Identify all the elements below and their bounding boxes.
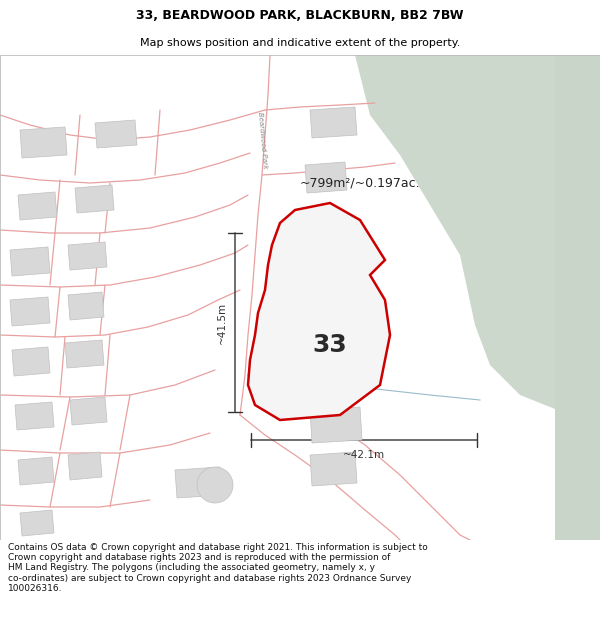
Polygon shape bbox=[65, 340, 104, 368]
Text: ~799m²/~0.197ac.: ~799m²/~0.197ac. bbox=[300, 176, 421, 189]
Polygon shape bbox=[310, 295, 370, 355]
Polygon shape bbox=[68, 292, 104, 320]
Polygon shape bbox=[70, 397, 107, 425]
Polygon shape bbox=[310, 452, 357, 486]
Polygon shape bbox=[10, 297, 50, 326]
Text: 33, BEARDWOOD PARK, BLACKBURN, BB2 7BW: 33, BEARDWOOD PARK, BLACKBURN, BB2 7BW bbox=[136, 9, 464, 22]
Polygon shape bbox=[15, 402, 54, 430]
Polygon shape bbox=[75, 185, 114, 213]
Polygon shape bbox=[18, 192, 57, 220]
Polygon shape bbox=[95, 120, 137, 148]
Polygon shape bbox=[555, 55, 600, 540]
Polygon shape bbox=[18, 457, 54, 485]
Polygon shape bbox=[12, 347, 50, 376]
Polygon shape bbox=[248, 203, 390, 420]
Polygon shape bbox=[20, 127, 67, 158]
Polygon shape bbox=[10, 247, 50, 276]
Text: Map shows position and indicative extent of the property.: Map shows position and indicative extent… bbox=[140, 38, 460, 48]
Polygon shape bbox=[175, 467, 222, 498]
Polygon shape bbox=[355, 55, 600, 415]
Polygon shape bbox=[310, 107, 357, 138]
Text: ~42.1m: ~42.1m bbox=[343, 450, 385, 460]
Polygon shape bbox=[310, 407, 362, 443]
Text: Contains OS data © Crown copyright and database right 2021. This information is : Contains OS data © Crown copyright and d… bbox=[8, 542, 428, 593]
Text: ~41.5m: ~41.5m bbox=[217, 301, 227, 344]
Polygon shape bbox=[20, 510, 54, 536]
Polygon shape bbox=[68, 452, 102, 480]
Circle shape bbox=[197, 467, 233, 503]
Text: Beardwood Park: Beardwood Park bbox=[257, 111, 268, 169]
Polygon shape bbox=[68, 242, 107, 270]
Text: 33: 33 bbox=[313, 333, 347, 357]
Polygon shape bbox=[305, 162, 347, 193]
